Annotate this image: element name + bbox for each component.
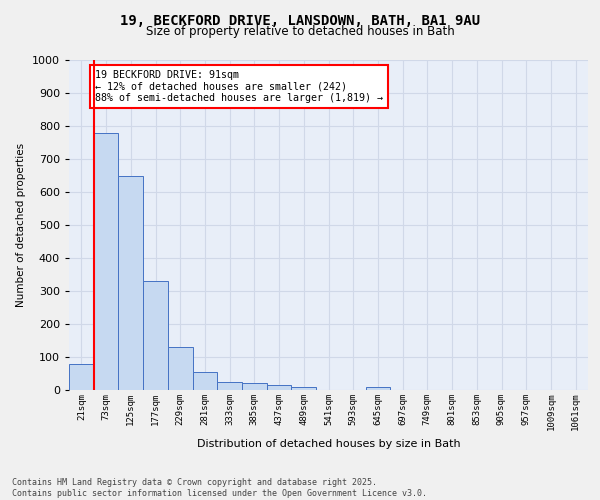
Bar (193, 372, 217, 390)
Bar (242, 384, 267, 390)
Bar (365, 388, 390, 390)
X-axis label: Distribution of detached houses by size in Bath: Distribution of detached houses by size … (197, 438, 460, 448)
Bar (292, 388, 316, 390)
Bar (217, 382, 242, 390)
Bar (118, 176, 143, 390)
Y-axis label: Number of detached properties: Number of detached properties (16, 143, 26, 307)
Text: 19 BECKFORD DRIVE: 91sqm
← 12% of detached houses are smaller (242)
88% of semi-: 19 BECKFORD DRIVE: 91sqm ← 12% of detach… (95, 70, 383, 103)
Text: Contains HM Land Registry data © Crown copyright and database right 2025.
Contai: Contains HM Land Registry data © Crown c… (12, 478, 427, 498)
Text: Size of property relative to detached houses in Bath: Size of property relative to detached ho… (146, 25, 454, 38)
Bar (94, 132, 118, 390)
Bar (267, 385, 292, 390)
Bar (168, 347, 193, 390)
Text: 19, BECKFORD DRIVE, LANSDOWN, BATH, BA1 9AU: 19, BECKFORD DRIVE, LANSDOWN, BATH, BA1 … (120, 14, 480, 28)
Bar (69, 364, 94, 390)
Bar (143, 281, 168, 390)
